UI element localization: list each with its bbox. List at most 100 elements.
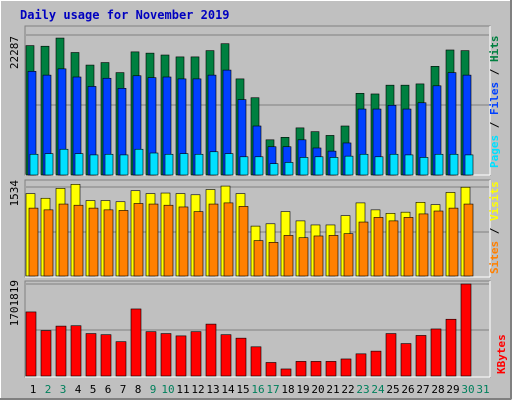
- hits-legend: Hits: [488, 36, 501, 63]
- kbytes-panel: 1701819 KBytes: [8, 280, 508, 378]
- sites-bar-30: [463, 203, 474, 277]
- sites-bar-23: [358, 221, 369, 277]
- sites-bar-17: [268, 242, 279, 277]
- sites-bar-6: [103, 209, 114, 277]
- sites-bar-1: [28, 207, 39, 277]
- sites-bar-8: [133, 203, 144, 277]
- pages-bar-7: [119, 154, 129, 176]
- sites-bar-28: [433, 210, 444, 277]
- pages-bar-19: [299, 157, 309, 176]
- hits-max-label: 22287: [8, 36, 21, 69]
- day-label-22: 22: [341, 383, 354, 396]
- pages-bar-20: [314, 156, 324, 176]
- pages-bar-4: [74, 153, 84, 176]
- kbytes-bar-22: [340, 358, 352, 377]
- kbytes-bar-3: [55, 325, 67, 377]
- chart-title: Daily usage for November 2019: [20, 8, 230, 22]
- kbytes-side-label: KBytes: [495, 334, 508, 374]
- sites-bar-2: [43, 209, 54, 277]
- sites-bar-5: [88, 207, 99, 277]
- pages-legend: Pages: [488, 135, 501, 168]
- day-label-2: 2: [45, 383, 52, 396]
- kbytes-bar-14: [220, 334, 232, 377]
- sites-bar-26: [403, 217, 414, 277]
- kbytes-bar-21: [325, 361, 337, 377]
- pages-bar-24: [374, 156, 384, 176]
- day-label-23: 23: [356, 383, 369, 396]
- sites-bar-19: [298, 237, 309, 277]
- pages-bar-15: [239, 156, 249, 176]
- pages-bar-8: [134, 148, 144, 176]
- day-label-15: 15: [236, 383, 249, 396]
- hits-side-label: Pages / Files / Hits: [488, 36, 501, 169]
- day-label-3: 3: [60, 383, 67, 396]
- kbytes-bar-18: [280, 368, 292, 377]
- sites-bar-7: [118, 210, 129, 277]
- kbytes-bar-27: [415, 335, 427, 377]
- sites-bar-10: [163, 204, 174, 277]
- kbytes-bar-20: [310, 361, 322, 377]
- day-label-11: 11: [176, 383, 189, 396]
- sites-bar-18: [283, 235, 294, 277]
- kbytes-bar-4: [70, 325, 82, 377]
- kbytes-bar-13: [205, 323, 217, 377]
- visits-panel: 1534 Sites / Visits: [8, 179, 501, 278]
- day-label-20: 20: [311, 383, 324, 396]
- day-label-21: 21: [326, 383, 339, 396]
- pages-bar-30: [464, 154, 474, 176]
- day-label-31: 31: [476, 383, 489, 396]
- day-label-16: 16: [251, 383, 264, 396]
- pages-bar-16: [254, 156, 264, 176]
- day-label-10: 10: [161, 383, 174, 396]
- pages-bar-29: [449, 153, 459, 176]
- kbytes-bar-1: [25, 311, 37, 377]
- kbytes-bar-30: [460, 283, 472, 377]
- day-label-1: 1: [30, 383, 37, 396]
- pages-bar-6: [104, 153, 114, 176]
- sites-bar-14: [223, 202, 234, 277]
- visits-legend: Visits: [488, 181, 501, 221]
- day-label-18: 18: [281, 383, 294, 396]
- pages-bar-23: [359, 153, 369, 176]
- kbytes-bar-6: [100, 334, 112, 377]
- day-label-5: 5: [90, 383, 97, 396]
- day-label-12: 12: [191, 383, 204, 396]
- day-label-27: 27: [416, 383, 429, 396]
- pages-bar-1: [29, 153, 39, 176]
- kbytes-bar-25: [385, 333, 397, 377]
- day-label-25: 25: [386, 383, 399, 396]
- day-label-29: 29: [446, 383, 459, 396]
- sites-bar-11: [178, 206, 189, 277]
- sites-bar-22: [343, 233, 354, 277]
- sites-bar-3: [58, 203, 69, 277]
- kbytes-bar-16: [250, 346, 262, 377]
- pages-bar-18: [284, 162, 294, 176]
- pages-bar-27: [419, 157, 429, 176]
- kbytes-bar-23: [355, 353, 367, 377]
- day-label-8: 8: [135, 383, 142, 396]
- pages-bar-9: [149, 152, 159, 176]
- pages-bar-28: [434, 153, 444, 176]
- pages-bar-26: [404, 154, 414, 176]
- kbytes-bar-11: [175, 335, 187, 377]
- kbytes-bar-26: [400, 343, 412, 377]
- kbytes-bar-8: [130, 308, 142, 377]
- sites-bar-24: [373, 217, 384, 277]
- sites-bar-20: [313, 235, 324, 277]
- day-label-24: 24: [371, 383, 385, 396]
- pages-bar-3: [59, 148, 69, 176]
- kbytes-bar-29: [445, 318, 457, 377]
- sites-bar-25: [388, 220, 399, 277]
- files-legend: Files: [488, 82, 501, 115]
- kbytes-bar-24: [370, 350, 382, 377]
- day-label-13: 13: [206, 383, 219, 396]
- sites-bar-15: [238, 206, 249, 277]
- day-label-26: 26: [401, 383, 414, 396]
- sites-bar-27: [418, 213, 429, 277]
- sites-bar-4: [73, 204, 84, 277]
- visits-side-label: Sites / Visits: [488, 181, 501, 274]
- sites-bar-29: [448, 207, 459, 277]
- kbytes-bar-10: [160, 333, 172, 377]
- pages-bar-12: [194, 153, 204, 176]
